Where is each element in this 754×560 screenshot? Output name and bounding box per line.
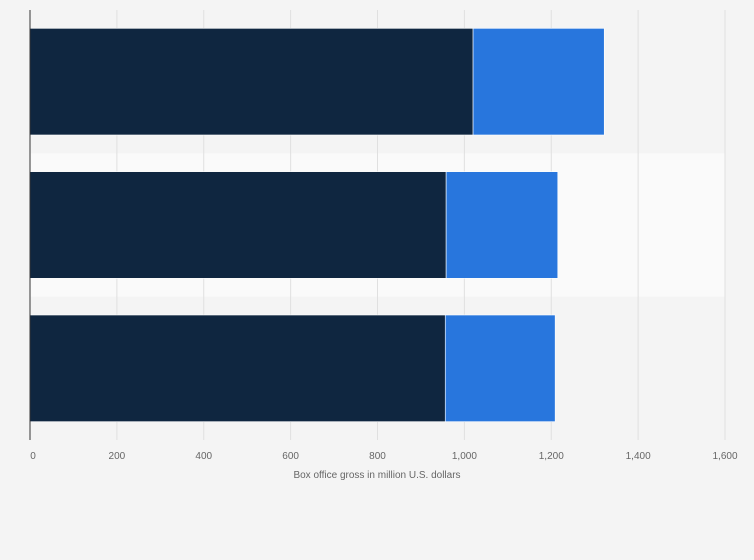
x-axis-title: Box office gross in million U.S. dollars: [293, 470, 460, 481]
x-tick-labels: 0 200 400 600 800 1,000 1,200 1,400 1,600: [30, 451, 738, 462]
bars: [29, 28, 605, 422]
bar-series-1-row-1[interactable]: [29, 28, 474, 136]
x-tick-label: 400: [195, 451, 212, 462]
bar-series-1-row-3[interactable]: [29, 314, 446, 422]
x-tick-label: 0: [30, 451, 36, 462]
x-tick-label: 1,000: [452, 451, 477, 462]
x-tick-label: 1,400: [626, 451, 651, 462]
x-tick-label: 1,600: [712, 451, 737, 462]
bar-series-2-row-1[interactable]: [472, 28, 605, 136]
x-tick-label: 600: [282, 451, 299, 462]
bar-series-1-row-2[interactable]: [29, 171, 447, 279]
x-tick-label: 800: [369, 451, 386, 462]
bar-series-2-row-2[interactable]: [445, 171, 559, 279]
x-tick-label: 1,200: [539, 451, 564, 462]
bar-series-2-row-3[interactable]: [444, 314, 556, 422]
x-tick-label: 200: [109, 451, 126, 462]
